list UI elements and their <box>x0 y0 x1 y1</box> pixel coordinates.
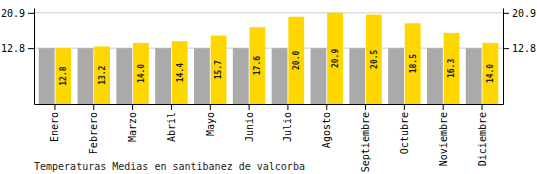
chart: 12.8 13.2 14.0 14.4 15.7 17.6 20.0 20.9 20.5 18.5… <box>0 0 537 174</box>
bar <box>366 15 382 104</box>
x-tick-label: Febrero <box>88 112 99 154</box>
data-labels: 12.8 13.2 14.0 14.4 15.7 17.6 20.0 20.9 20.5 18.5… <box>59 49 495 86</box>
bar <box>233 48 249 104</box>
bar <box>288 17 304 104</box>
bar <box>55 48 71 104</box>
y2-tick-mark <box>503 13 509 14</box>
data-label: 20.9 <box>331 49 340 68</box>
bar <box>482 43 498 104</box>
bar <box>349 48 365 104</box>
y-axis: 12.8 20.9 <box>1 8 35 105</box>
x-tick-label: Enero <box>49 112 60 142</box>
x-tick-mark <box>132 104 133 110</box>
bar <box>427 48 443 104</box>
data-label: 17.6 <box>253 56 262 75</box>
x-tick-mark <box>326 104 327 110</box>
bar <box>405 23 421 104</box>
bar <box>194 48 210 104</box>
x-tick-label: Noviembre <box>438 112 449 166</box>
y2-tick-mark <box>503 48 509 49</box>
data-label: 12.8 <box>59 66 68 85</box>
y-tick: 12.8 <box>1 43 34 54</box>
y-tick: 20.9 <box>1 8 34 19</box>
x-tick: Septiembre <box>360 104 371 172</box>
y-tick-mark <box>28 48 34 49</box>
x-tick: Junio <box>244 104 255 142</box>
grid <box>34 13 503 48</box>
bar <box>116 48 132 104</box>
x-tick: Julio <box>282 104 293 142</box>
bars <box>39 13 499 104</box>
x-tick: Abril <box>166 104 177 142</box>
data-label: 13.2 <box>98 65 107 84</box>
x-tick: Noviembre <box>438 104 449 166</box>
plot: 12.8 13.2 14.0 14.4 15.7 17.6 20.0 20.9 20.5 18.5… <box>1 8 536 173</box>
bar <box>310 48 326 104</box>
y2-tick-label: 20.9 <box>512 8 536 19</box>
x-tick-label: Julio <box>282 112 293 142</box>
bar <box>133 43 149 104</box>
x-tick: Febrero <box>88 104 99 154</box>
y2-axis-line <box>503 9 504 105</box>
data-label: 14.0 <box>486 64 495 83</box>
x-tick-label: Diciembre <box>477 112 488 166</box>
x-tick-mark <box>482 104 483 110</box>
x-tick-mark <box>443 104 444 110</box>
data-label: 18.5 <box>409 54 418 73</box>
bar <box>272 48 288 104</box>
x-tick-label: Septiembre <box>360 112 371 172</box>
data-label: 20.0 <box>292 51 301 70</box>
bar <box>94 46 110 104</box>
y-tick-label: 12.8 <box>1 43 25 54</box>
bar <box>172 41 188 104</box>
x-tick-label: Marzo <box>127 112 138 142</box>
data-label: 16.3 <box>447 59 456 78</box>
bar <box>444 33 460 104</box>
x-tick-label: Junio <box>244 112 255 142</box>
y-tick-mark <box>28 13 34 14</box>
x-tick-mark <box>93 104 94 110</box>
y2-tick: 12.8 <box>503 43 536 54</box>
data-label: 20.5 <box>370 49 379 68</box>
x-tick-mark <box>404 104 405 110</box>
y2-tick-label: 12.8 <box>512 43 536 54</box>
x-tick-mark <box>171 104 172 110</box>
bar <box>39 48 55 104</box>
x-tick-label: Agosto <box>321 112 332 148</box>
bar <box>327 13 343 104</box>
bar <box>466 48 482 104</box>
y-tick-label: 20.9 <box>1 8 25 19</box>
x-tick-mark <box>365 104 366 110</box>
x-tick-mark <box>54 104 55 110</box>
y-axis-line <box>34 9 35 105</box>
x-tick: Diciembre <box>477 104 488 166</box>
data-label: 14.4 <box>176 63 185 82</box>
x-axis-line <box>35 104 504 105</box>
x-tick: Marzo <box>127 104 138 142</box>
x-tick-mark <box>287 104 288 110</box>
x-tick-mark <box>210 104 211 110</box>
x-tick: Octubre <box>399 104 410 154</box>
data-label: 14.0 <box>137 64 146 83</box>
x-axis: Enero Febrero Marzo Abril Mayo Junio Julio Agos… <box>35 104 504 172</box>
bar <box>250 27 266 104</box>
x-tick: Mayo <box>205 104 216 136</box>
x-tick-label: Abril <box>166 112 177 142</box>
y2-axis: 12.8 20.9 <box>503 8 536 105</box>
x-tick-label: Mayo <box>205 112 216 136</box>
y2-tick: 20.9 <box>503 8 536 19</box>
bar <box>388 48 404 104</box>
title: Temperaturas Medias en santibanez de val… <box>34 161 305 172</box>
bar <box>155 48 171 104</box>
x-tick: Agosto <box>321 104 332 148</box>
bar <box>78 48 94 104</box>
data-label: 15.7 <box>214 60 223 79</box>
grid-line <box>34 12 503 13</box>
x-tick-label: Octubre <box>399 112 410 154</box>
x-tick: Enero <box>49 104 60 142</box>
bar <box>211 35 227 104</box>
x-tick-mark <box>249 104 250 110</box>
